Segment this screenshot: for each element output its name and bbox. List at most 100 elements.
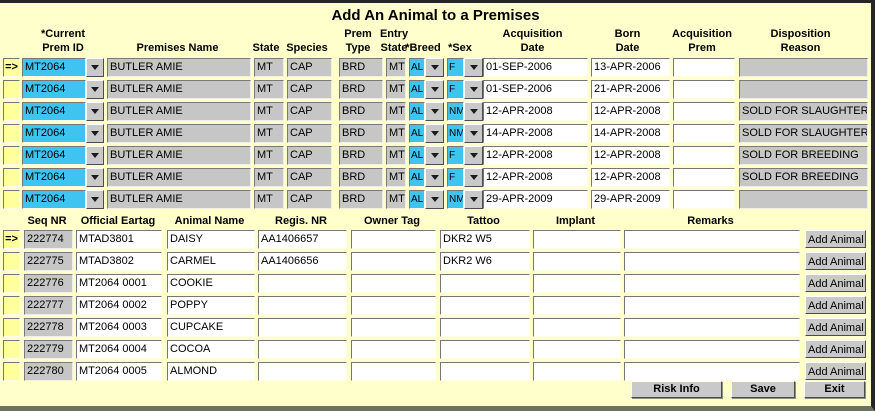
animal-name-field[interactable]: CARMEL: [167, 252, 255, 271]
save-button[interactable]: Save: [731, 381, 795, 398]
tattoo-field[interactable]: [440, 318, 530, 337]
owner-tag-field[interactable]: [351, 340, 436, 359]
acquisition-prem-field[interactable]: [673, 102, 735, 121]
current-prem-id-field[interactable]: MT2064: [22, 58, 86, 77]
animal-name-field[interactable]: COCOA: [167, 340, 255, 359]
owner-tag-field[interactable]: [351, 230, 436, 249]
breed-dropdown-button[interactable]: [425, 124, 444, 143]
tattoo-field[interactable]: [440, 362, 530, 381]
owner-tag-field[interactable]: [351, 318, 436, 337]
acquisition-prem-field[interactable]: [673, 58, 735, 77]
risk-info-button[interactable]: Risk Info: [631, 381, 722, 398]
implant-field[interactable]: [533, 252, 621, 271]
regis-nr-field[interactable]: [258, 296, 347, 315]
acquisition-prem-field[interactable]: [673, 146, 735, 165]
breed-field[interactable]: AL: [409, 58, 425, 77]
record-indicator[interactable]: =>: [3, 58, 20, 77]
tattoo-field[interactable]: [440, 296, 530, 315]
sex-dropdown-button[interactable]: [464, 102, 483, 121]
prem-id-dropdown-button[interactable]: [86, 102, 104, 121]
record-indicator[interactable]: [3, 318, 20, 337]
owner-tag-field[interactable]: [351, 252, 436, 271]
official-eartag-field[interactable]: MTAD3802: [76, 252, 162, 271]
animal-name-field[interactable]: POPPY: [167, 296, 255, 315]
owner-tag-field[interactable]: [351, 362, 436, 381]
sex-dropdown-button[interactable]: [464, 146, 483, 165]
owner-tag-field[interactable]: [351, 274, 436, 293]
breed-field[interactable]: AL: [409, 80, 425, 99]
acquisition-date-field[interactable]: 01-SEP-2006: [483, 80, 588, 99]
breed-field[interactable]: AL: [409, 124, 425, 143]
acquisition-date-field[interactable]: 14-APR-2008: [483, 124, 588, 143]
breed-dropdown-button[interactable]: [425, 146, 444, 165]
acquisition-prem-field[interactable]: [673, 168, 735, 187]
current-prem-id-field[interactable]: MT2064: [22, 80, 86, 99]
add-animal-button[interactable]: Add Animal: [805, 252, 866, 270]
breed-field[interactable]: AL: [409, 146, 425, 165]
add-animal-button[interactable]: Add Animal: [805, 340, 866, 358]
official-eartag-field[interactable]: MT2064 0004: [76, 340, 162, 359]
born-date-field[interactable]: 14-APR-2008: [591, 124, 670, 143]
record-indicator[interactable]: [3, 80, 20, 99]
breed-dropdown-button[interactable]: [425, 102, 444, 121]
add-animal-button[interactable]: Add Animal: [805, 274, 866, 292]
remarks-field[interactable]: [624, 296, 800, 315]
sex-field[interactable]: NM: [447, 124, 464, 143]
record-indicator[interactable]: [3, 252, 20, 271]
acquisition-prem-field[interactable]: [673, 80, 735, 99]
animal-name-field[interactable]: CUPCAKE: [167, 318, 255, 337]
acquisition-date-field[interactable]: 01-SEP-2006: [483, 58, 588, 77]
prem-id-dropdown-button[interactable]: [86, 80, 104, 99]
sex-dropdown-button[interactable]: [464, 58, 483, 77]
tattoo-field[interactable]: [440, 274, 530, 293]
breed-field[interactable]: AL: [409, 102, 425, 121]
official-eartag-field[interactable]: MT2064 0005: [76, 362, 162, 381]
breed-dropdown-button[interactable]: [425, 168, 444, 187]
prem-id-dropdown-button[interactable]: [86, 190, 104, 209]
current-prem-id-field[interactable]: MT2064: [22, 124, 86, 143]
sex-field[interactable]: NM: [447, 190, 464, 209]
breed-dropdown-button[interactable]: [425, 80, 444, 99]
sex-field[interactable]: F: [447, 80, 464, 99]
born-date-field[interactable]: 12-APR-2008: [591, 102, 670, 121]
current-prem-id-field[interactable]: MT2064: [22, 190, 86, 209]
sex-field[interactable]: F: [447, 168, 464, 187]
regis-nr-field[interactable]: AA1406657: [258, 230, 347, 249]
born-date-field[interactable]: 12-APR-2008: [591, 168, 670, 187]
implant-field[interactable]: [533, 274, 621, 293]
remarks-field[interactable]: [624, 340, 800, 359]
official-eartag-field[interactable]: MT2064 0003: [76, 318, 162, 337]
acquisition-prem-field[interactable]: [673, 190, 735, 209]
add-animal-button[interactable]: Add Animal: [805, 296, 866, 314]
regis-nr-field[interactable]: [258, 274, 347, 293]
sex-field[interactable]: F: [447, 58, 464, 77]
add-animal-button[interactable]: Add Animal: [805, 362, 866, 380]
official-eartag-field[interactable]: MT2064 0001: [76, 274, 162, 293]
add-animal-button[interactable]: Add Animal: [805, 318, 866, 336]
regis-nr-field[interactable]: [258, 340, 347, 359]
tattoo-field[interactable]: DKR2 W5: [440, 230, 530, 249]
implant-field[interactable]: [533, 230, 621, 249]
born-date-field[interactable]: 12-APR-2008: [591, 146, 670, 165]
acquisition-date-field[interactable]: 12-APR-2008: [483, 102, 588, 121]
current-prem-id-field[interactable]: MT2064: [22, 168, 86, 187]
born-date-field[interactable]: 13-APR-2006: [591, 58, 670, 77]
sex-field[interactable]: F: [447, 146, 464, 165]
prem-id-dropdown-button[interactable]: [86, 58, 104, 77]
current-prem-id-field[interactable]: MT2064: [22, 146, 86, 165]
breed-dropdown-button[interactable]: [425, 58, 444, 77]
breed-field[interactable]: AL: [409, 190, 425, 209]
sex-field[interactable]: NM: [447, 102, 464, 121]
implant-field[interactable]: [533, 340, 621, 359]
sex-dropdown-button[interactable]: [464, 124, 483, 143]
animal-name-field[interactable]: ALMOND: [167, 362, 255, 381]
remarks-field[interactable]: [624, 318, 800, 337]
owner-tag-field[interactable]: [351, 296, 436, 315]
record-indicator[interactable]: [3, 296, 20, 315]
record-indicator[interactable]: [3, 168, 20, 187]
breed-field[interactable]: AL: [409, 168, 425, 187]
record-indicator[interactable]: [3, 146, 20, 165]
record-indicator[interactable]: [3, 124, 20, 143]
born-date-field[interactable]: 29-APR-2009: [591, 190, 670, 209]
sex-dropdown-button[interactable]: [464, 168, 483, 187]
